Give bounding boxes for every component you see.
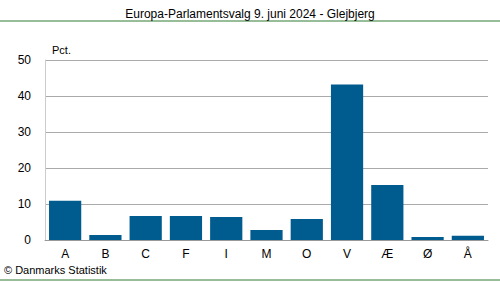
svg-text:Pct.: Pct. <box>52 44 71 56</box>
svg-text:Europa-Parlamentsvalg 9. juni: Europa-Parlamentsvalg 9. juni 2024 - Gle… <box>125 7 374 21</box>
svg-text:50: 50 <box>18 53 32 67</box>
svg-text:© Danmarks Statistik: © Danmarks Statistik <box>4 264 107 276</box>
svg-text:A: A <box>61 247 69 261</box>
svg-text:Å: Å <box>464 246 472 261</box>
svg-text:O: O <box>302 247 311 261</box>
svg-text:I: I <box>225 247 228 261</box>
svg-text:0: 0 <box>24 233 31 247</box>
svg-text:20: 20 <box>18 161 32 175</box>
svg-text:Æ: Æ <box>381 247 393 261</box>
svg-text:10: 10 <box>18 197 32 211</box>
svg-text:30: 30 <box>18 125 32 139</box>
svg-text:V: V <box>343 247 351 261</box>
svg-text:F: F <box>182 247 189 261</box>
svg-text:Ø: Ø <box>423 247 432 261</box>
svg-text:M: M <box>262 247 272 261</box>
svg-text:40: 40 <box>18 89 32 103</box>
svg-text:B: B <box>101 247 109 261</box>
svg-text:C: C <box>141 247 150 261</box>
